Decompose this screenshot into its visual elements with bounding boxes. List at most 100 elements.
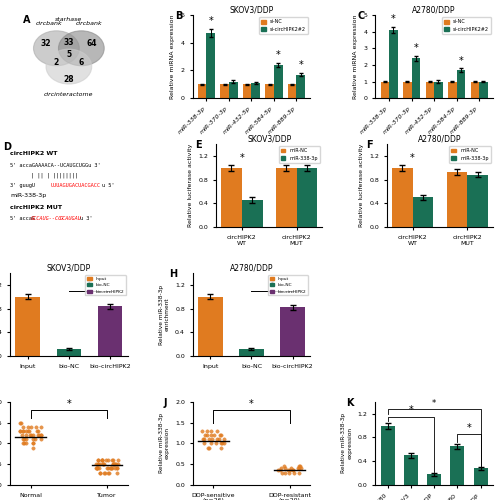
- Point: [100, 460, 108, 468]
- Text: GCAUGAU: GCAUGAU: [59, 216, 81, 222]
- Text: 33: 33: [64, 38, 74, 47]
- Title: SKOV3/DDP: SKOV3/DDP: [47, 263, 91, 272]
- Text: GCCAUG--CC: GCCAUG--CC: [30, 216, 62, 222]
- Point: [29, 431, 37, 439]
- Point: [200, 435, 208, 443]
- Point: [217, 444, 225, 452]
- Point: [111, 460, 119, 468]
- Text: circinteractome: circinteractome: [44, 92, 94, 96]
- Bar: [296, 168, 317, 227]
- Point: [106, 464, 114, 472]
- Bar: [221, 84, 229, 98]
- Bar: [412, 58, 420, 98]
- Point: [210, 431, 218, 439]
- Point: [108, 456, 116, 464]
- Point: [19, 423, 27, 431]
- Legend: Input, bio-NC, bio-circHIPK2: Input, bio-NC, bio-circHIPK2: [268, 275, 308, 295]
- Ellipse shape: [58, 31, 104, 66]
- Point: [34, 431, 42, 439]
- Text: | || | ||||||||: | || | ||||||||: [31, 173, 78, 178]
- Bar: [280, 308, 305, 356]
- Text: J: J: [163, 398, 167, 407]
- Point: [220, 435, 228, 443]
- Point: [37, 423, 45, 431]
- Point: [35, 431, 43, 439]
- Text: circHIPK2 WT: circHIPK2 WT: [10, 152, 57, 156]
- Point: [96, 460, 104, 468]
- Point: [113, 468, 121, 476]
- Point: [25, 427, 33, 435]
- Text: D: D: [3, 142, 11, 152]
- Ellipse shape: [33, 31, 79, 66]
- Point: [37, 435, 45, 443]
- Point: [110, 460, 118, 468]
- Bar: [448, 82, 457, 98]
- Point: [22, 440, 30, 448]
- Legend: si-NC, si-circHIPK2#2: si-NC, si-circHIPK2#2: [442, 18, 491, 34]
- Point: [290, 468, 298, 476]
- Point: [294, 464, 302, 472]
- Bar: [450, 446, 464, 485]
- Point: [114, 460, 122, 468]
- Bar: [198, 296, 223, 356]
- Point: [207, 431, 215, 439]
- Point: [92, 464, 100, 472]
- Point: [93, 460, 101, 468]
- Point: [213, 427, 221, 435]
- Point: [31, 435, 39, 443]
- Point: [287, 464, 295, 472]
- Text: 5: 5: [66, 50, 71, 59]
- Bar: [56, 349, 81, 356]
- Bar: [471, 82, 479, 98]
- Point: [205, 444, 213, 452]
- Bar: [403, 82, 412, 98]
- Point: [285, 468, 293, 476]
- Point: [16, 418, 24, 426]
- Bar: [427, 474, 441, 485]
- Title: A2780/DDP: A2780/DDP: [412, 5, 456, 14]
- Point: [284, 466, 292, 474]
- Text: *: *: [276, 50, 281, 60]
- Text: *: *: [413, 44, 418, 54]
- Text: UUUAGUGACUACGACC: UUUAGUGACUACGACC: [51, 183, 101, 188]
- Bar: [468, 175, 488, 227]
- Point: [295, 468, 303, 476]
- Point: [23, 423, 31, 431]
- Point: [286, 466, 294, 474]
- Bar: [198, 84, 207, 98]
- Point: [107, 464, 115, 472]
- Bar: [479, 82, 488, 98]
- Bar: [98, 306, 123, 356]
- Text: 6: 6: [79, 58, 84, 67]
- Bar: [239, 349, 264, 356]
- Bar: [221, 168, 242, 227]
- Point: [95, 460, 103, 468]
- Point: [16, 427, 24, 435]
- Point: [205, 435, 213, 443]
- Text: miR-338-3p: miR-338-3p: [10, 193, 46, 198]
- Text: *: *: [410, 153, 415, 163]
- Point: [199, 435, 207, 443]
- Point: [198, 427, 206, 435]
- Text: *: *: [432, 399, 436, 408]
- Point: [110, 460, 118, 468]
- Point: [98, 456, 106, 464]
- Bar: [457, 70, 465, 98]
- Point: [96, 468, 104, 476]
- Point: [24, 427, 32, 435]
- Point: [96, 468, 104, 476]
- Title: SKOV3/DDP: SKOV3/DDP: [247, 134, 291, 143]
- Point: [200, 440, 208, 448]
- Text: E: E: [195, 140, 202, 150]
- Point: [29, 440, 37, 448]
- Point: [22, 431, 30, 439]
- Text: *: *: [87, 280, 92, 289]
- Point: [220, 440, 228, 448]
- Text: 28: 28: [64, 76, 74, 84]
- Point: [108, 464, 116, 472]
- Bar: [274, 65, 282, 98]
- Text: *: *: [270, 280, 274, 289]
- Point: [20, 435, 28, 443]
- Point: [110, 456, 118, 464]
- Point: [16, 418, 24, 426]
